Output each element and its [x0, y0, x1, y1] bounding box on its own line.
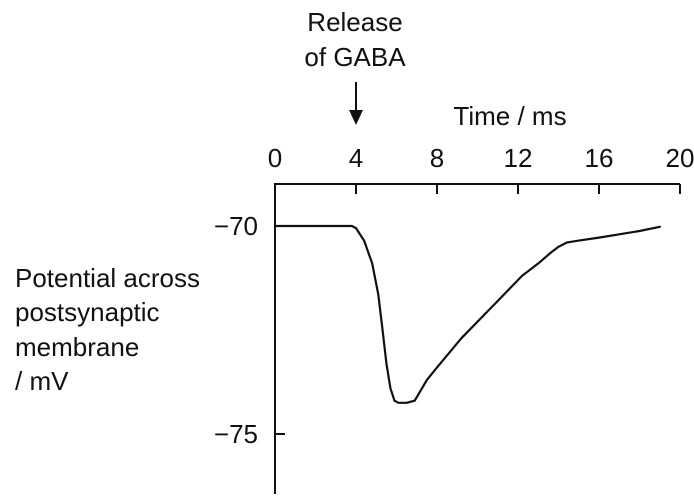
y-tick-label: −70: [214, 211, 258, 241]
x-tick-label: 20: [666, 143, 694, 173]
x-axis-label: Time / ms: [453, 101, 566, 131]
y-axis-label-line-3: membrane: [15, 332, 139, 362]
annotation: Release of GABA: [304, 7, 406, 125]
annotation-line-1: Release: [307, 7, 402, 37]
x-ticks: 0 4 8 12 16 20: [268, 143, 694, 194]
x-tick-label: 12: [504, 143, 533, 173]
annotation-arrow-head: [349, 110, 363, 125]
series-line: [273, 224, 661, 404]
x-tick-label: 0: [268, 143, 282, 173]
y-axis-label-line-2: postsynaptic: [15, 297, 160, 327]
y-axis-label-line-1: Potential across: [15, 263, 200, 293]
y-ticks: −70 −75: [214, 211, 285, 449]
y-tick-label: −75: [214, 419, 258, 449]
x-tick-label: 4: [349, 143, 363, 173]
y-axis-label: Potential across postsynaptic membrane /…: [15, 263, 200, 396]
x-tick-label: 8: [430, 143, 444, 173]
annotation-line-2: of GABA: [304, 42, 406, 72]
y-axis-label-line-4: / mV: [15, 366, 69, 396]
x-tick-label: 16: [585, 143, 614, 173]
